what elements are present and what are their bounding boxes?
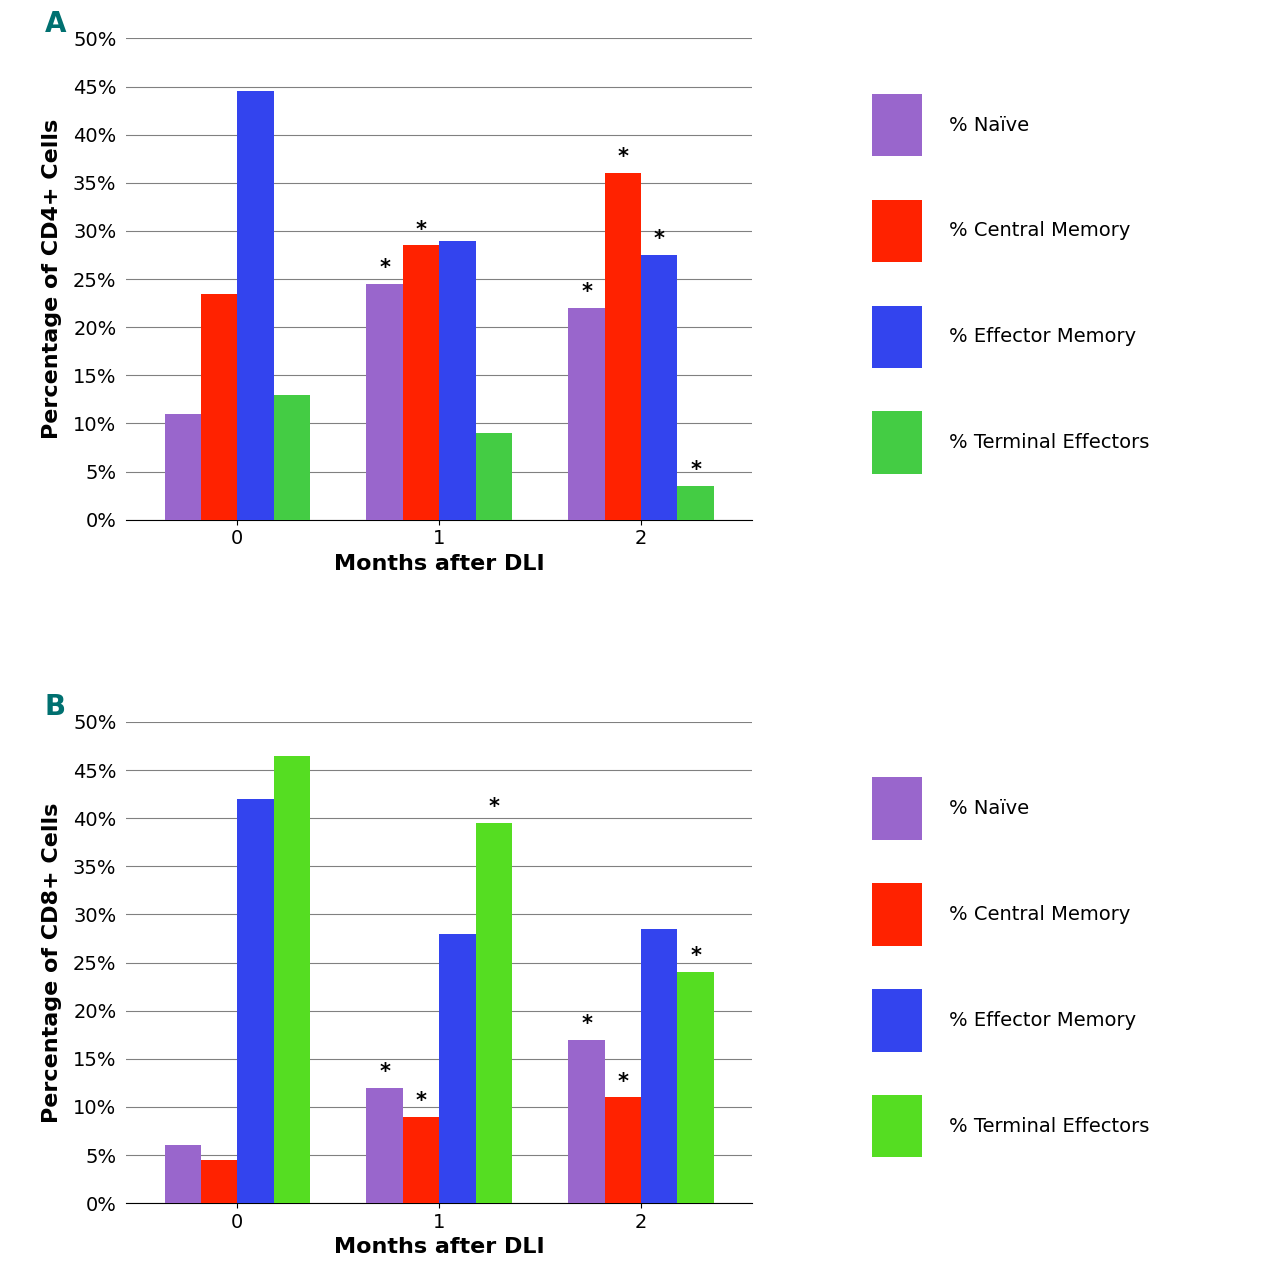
Text: % Effector Memory: % Effector Memory	[949, 328, 1136, 347]
Bar	[366, 284, 403, 520]
Text: *: *	[581, 282, 592, 302]
Bar	[403, 1116, 439, 1203]
Text: *: *	[617, 1071, 628, 1092]
Bar	[439, 933, 476, 1203]
Bar	[641, 255, 678, 520]
Bar	[476, 823, 512, 1203]
Bar	[678, 486, 714, 520]
Text: *: *	[415, 1091, 427, 1111]
Bar	[164, 413, 201, 520]
Bar	[678, 973, 714, 1203]
FancyBboxPatch shape	[872, 883, 923, 946]
Y-axis label: Percentage of CD8+ Cells: Percentage of CD8+ Cells	[42, 803, 62, 1123]
Text: % Naïve: % Naïve	[949, 115, 1029, 134]
Text: *: *	[379, 259, 390, 278]
Bar	[274, 394, 310, 520]
FancyBboxPatch shape	[872, 1094, 923, 1157]
Text: % Terminal Effectors: % Terminal Effectors	[949, 433, 1150, 452]
Text: *: *	[654, 229, 665, 250]
Bar	[201, 293, 237, 520]
Text: *: *	[581, 1014, 592, 1034]
Bar	[237, 91, 274, 520]
FancyBboxPatch shape	[872, 411, 923, 474]
Bar	[439, 241, 476, 520]
Bar	[604, 1097, 641, 1203]
Bar	[476, 433, 512, 520]
X-axis label: Months after DLI: Months after DLI	[334, 1238, 544, 1257]
Text: % Effector Memory: % Effector Memory	[949, 1011, 1136, 1030]
Text: *: *	[617, 147, 628, 168]
Bar	[237, 799, 274, 1203]
FancyBboxPatch shape	[872, 200, 923, 262]
Text: % Central Memory: % Central Memory	[949, 221, 1131, 241]
Bar	[164, 1146, 201, 1203]
FancyBboxPatch shape	[872, 93, 923, 156]
Text: B: B	[45, 692, 66, 721]
Text: *: *	[690, 946, 702, 966]
Bar	[201, 1160, 237, 1203]
Bar	[366, 1088, 403, 1203]
X-axis label: Months after DLI: Months after DLI	[334, 554, 544, 573]
Bar	[274, 755, 310, 1203]
Text: % Central Memory: % Central Memory	[949, 905, 1131, 924]
Text: % Naïve: % Naïve	[949, 799, 1029, 818]
FancyBboxPatch shape	[872, 989, 923, 1052]
Bar	[641, 929, 678, 1203]
Bar	[604, 173, 641, 520]
Y-axis label: Percentage of CD4+ Cells: Percentage of CD4+ Cells	[42, 119, 62, 439]
FancyBboxPatch shape	[872, 306, 923, 369]
Text: *: *	[379, 1062, 390, 1082]
Text: A: A	[45, 9, 67, 37]
Text: *: *	[488, 797, 500, 817]
Bar	[403, 246, 439, 520]
FancyBboxPatch shape	[872, 777, 923, 840]
Text: *: *	[415, 220, 427, 239]
Bar	[568, 1039, 604, 1203]
Bar	[568, 308, 604, 520]
Text: *: *	[690, 461, 702, 480]
Text: % Terminal Effectors: % Terminal Effectors	[949, 1116, 1150, 1135]
